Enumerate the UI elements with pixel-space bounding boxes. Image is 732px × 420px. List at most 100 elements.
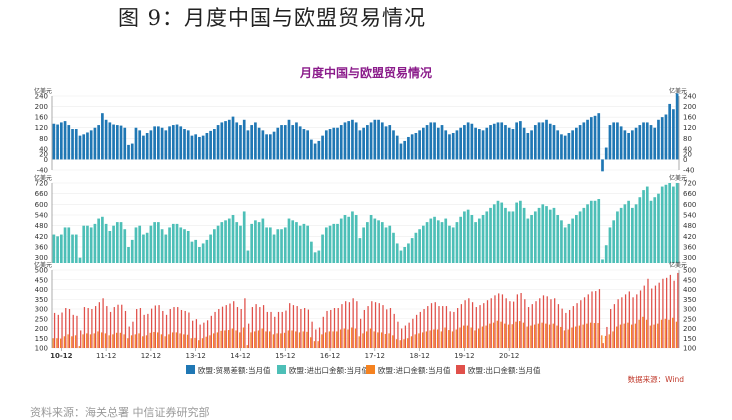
bar: [366, 125, 369, 160]
bar: [224, 220, 227, 263]
bar-import: [586, 323, 588, 348]
bar: [291, 220, 295, 263]
bar-import: [112, 334, 114, 348]
bar-import: [451, 331, 454, 348]
source-note: 数据来源：Wind: [628, 374, 685, 384]
y-tick-label-right: 300: [683, 254, 696, 262]
bar: [552, 207, 556, 263]
bar-import: [332, 331, 334, 348]
bar-export: [673, 280, 675, 348]
bar-export: [479, 305, 481, 348]
bar: [317, 140, 321, 160]
bar-import: [108, 335, 110, 348]
bar-export: [177, 307, 179, 348]
y-tick-label-right: 250: [683, 315, 696, 323]
bar: [369, 215, 373, 263]
bar-export: [94, 306, 97, 348]
bar: [332, 127, 336, 160]
bar-import: [668, 319, 670, 348]
bar-export: [643, 285, 645, 348]
bar-export: [195, 319, 198, 348]
bar-export: [527, 307, 530, 348]
bar-export: [87, 308, 89, 348]
bar-export: [591, 291, 593, 348]
bar-export: [259, 307, 261, 348]
bar-export: [128, 326, 130, 348]
bar-import: [190, 338, 192, 348]
bar-export: [248, 323, 250, 348]
bar-import: [631, 324, 633, 348]
bar: [250, 125, 254, 160]
bar-import: [515, 321, 517, 348]
bar-export: [415, 314, 418, 348]
bar: [653, 197, 657, 263]
bar-import: [619, 324, 622, 348]
bar: [220, 222, 224, 263]
bar: [619, 126, 623, 160]
bar: [567, 223, 571, 263]
bar-export: [501, 294, 504, 348]
bar: [560, 220, 563, 263]
bar-export: [255, 304, 257, 348]
legend-swatch: [456, 365, 465, 374]
bar-export: [393, 313, 395, 348]
bar: [414, 232, 418, 263]
bar-import: [142, 336, 144, 348]
bar: [295, 122, 298, 160]
bar-export: [378, 303, 380, 348]
bar-export: [498, 293, 500, 348]
bar: [593, 200, 597, 263]
bar: [589, 117, 593, 160]
bar-import: [672, 317, 674, 348]
bar-import: [164, 336, 166, 348]
bar-import: [115, 332, 118, 348]
bar-export: [225, 305, 227, 348]
bar: [522, 127, 526, 160]
bar-export: [124, 310, 127, 348]
bar: [209, 130, 212, 160]
bar-import: [373, 331, 375, 348]
bar-export: [199, 324, 201, 348]
bar-export: [374, 302, 377, 348]
bar-import: [623, 323, 625, 348]
bar: [515, 122, 518, 160]
bar-import: [459, 327, 461, 348]
bar-import: [593, 323, 595, 348]
legend-label: 欧盟:出口金额:当月值: [468, 365, 541, 375]
bar-export: [188, 312, 190, 348]
bar: [657, 193, 660, 263]
bar-import: [634, 323, 637, 348]
bar: [463, 211, 466, 263]
bar: [298, 126, 302, 160]
bar: [608, 227, 612, 263]
bar: [533, 125, 537, 160]
bar: [265, 227, 268, 263]
bar: [612, 122, 616, 160]
bar: [649, 200, 653, 263]
bar: [198, 136, 201, 160]
bar: [190, 135, 194, 160]
bar-import: [575, 326, 577, 348]
bar-export: [139, 308, 142, 348]
bar-export: [244, 298, 246, 348]
bar-export: [580, 300, 582, 348]
bar-import: [302, 331, 304, 348]
bar: [306, 225, 309, 263]
bar: [306, 130, 309, 160]
y-tick-label-left: 100: [35, 345, 48, 353]
y-tick-label-right: 0: [683, 156, 687, 164]
bar: [254, 220, 257, 263]
bar-import: [254, 331, 256, 348]
bar: [227, 119, 231, 160]
y-tick-label-right: 300: [683, 306, 696, 314]
y-tick-label-right: 240: [683, 93, 696, 101]
bar: [548, 209, 552, 263]
bar-import: [310, 337, 312, 348]
bar-import: [504, 323, 506, 348]
bar-import: [608, 334, 610, 348]
bar-export: [539, 298, 541, 348]
bar: [384, 227, 388, 263]
y-tick-label-right: 350: [683, 296, 696, 304]
bar: [86, 225, 89, 263]
bar: [242, 119, 246, 160]
